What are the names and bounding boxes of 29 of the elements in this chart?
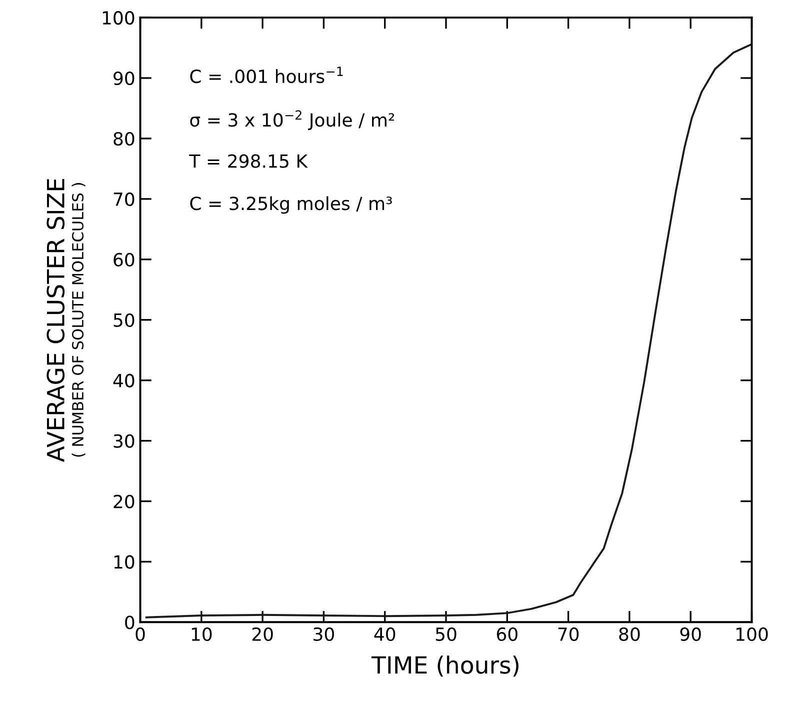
x-tick-label: 30 <box>314 627 334 641</box>
x-tick-label: 40 <box>374 627 396 641</box>
annotation: σ = 3 x 10$^{−2}$ Joule / m² <box>190 110 394 130</box>
y-tick-label: 30 <box>114 434 134 448</box>
x-tick-label: 50 <box>436 627 456 641</box>
y-tick-label: 80 <box>114 132 134 146</box>
y-tick-label: 10 <box>114 555 134 569</box>
y-tick-label: 50 <box>114 313 134 327</box>
x-tick-label: 60 <box>496 627 518 641</box>
x-tick-label: 100 <box>736 627 768 641</box>
x-tick-label: 80 <box>619 627 640 641</box>
annotation: C = 3.25kg moles / m³ <box>190 196 392 214</box>
y-tick-label: 70 <box>114 192 134 206</box>
annotation: T = 298.15 K <box>189 154 308 168</box>
x-tick-label: 20 <box>252 627 273 641</box>
y-tick-label: 40 <box>113 374 134 388</box>
y-tick-label: 90 <box>114 71 134 86</box>
x-tick-label: 10 <box>192 627 212 641</box>
y-tick-label: 100 <box>102 11 134 25</box>
x-tick-label: 0 <box>136 627 145 641</box>
y-tick-label: 60 <box>114 252 134 267</box>
line-series <box>145 43 752 618</box>
y-tick-label: 20 <box>114 494 134 508</box>
x-tick-label: 90 <box>680 627 701 641</box>
annotation: C = .001 hours$^{−1}$ <box>190 66 343 84</box>
y-axis-title: AVERAGE CLUSTER SIZE ( NUMBER OF SOLUTE MOLECULES ) <box>46 179 86 462</box>
y-tick-label: 0 <box>125 616 134 630</box>
x-tick-label: 70 <box>558 627 579 641</box>
x-axis-title: TIME (hours) <box>371 656 518 677</box>
